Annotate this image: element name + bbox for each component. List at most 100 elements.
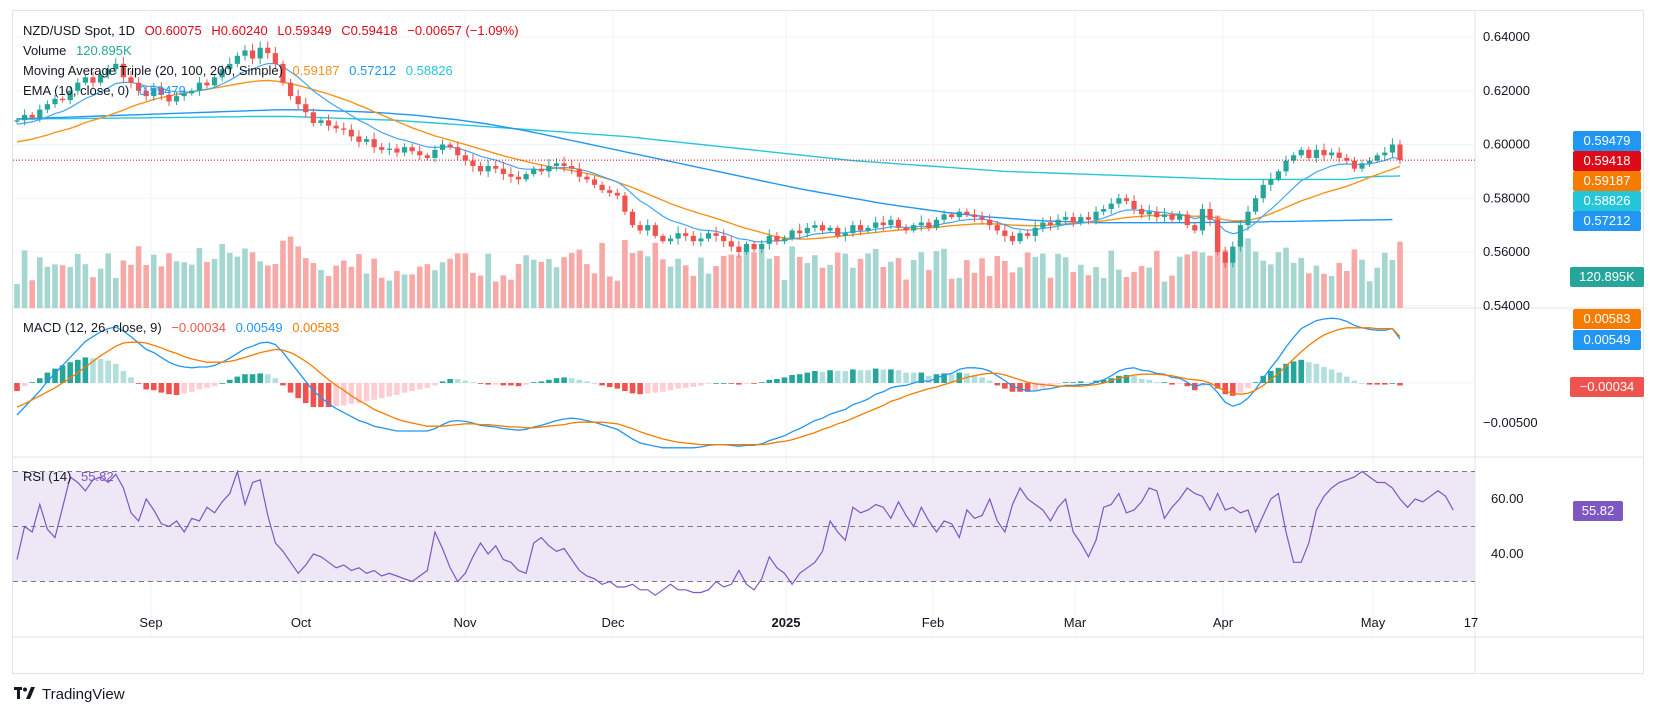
volume-bar [1275, 252, 1282, 308]
macd-histogram-bar [181, 383, 187, 394]
macd-histogram-bar [1374, 383, 1381, 385]
candle-body [538, 168, 544, 172]
macd-histogram-bar [1306, 362, 1312, 383]
candle-body [546, 166, 552, 172]
volume-bar [857, 258, 864, 308]
candle-body [645, 225, 651, 231]
macd-histogram-bar [675, 383, 681, 389]
rsi-label: RSI (14) [23, 469, 72, 484]
macd-histogram-bar [705, 383, 712, 384]
macd-histogram-bar [1389, 383, 1396, 384]
tradingview-footer[interactable]: TradingView [14, 686, 125, 703]
macd-histogram-bar [530, 382, 537, 383]
macd-histogram-bar [1351, 380, 1358, 383]
candle-body [835, 227, 841, 236]
candle-body [219, 69, 225, 78]
volume-bar [690, 275, 697, 308]
macd-histogram-bar [318, 383, 324, 407]
macd-histogram-bar [1230, 383, 1236, 396]
volume-bar [470, 272, 476, 308]
macd-histogram-bar [508, 383, 514, 386]
high-value: H0.60240 [211, 23, 268, 38]
macd-histogram-bar [363, 383, 370, 402]
volume-bar [150, 254, 157, 308]
macd-value: 0.00549 [235, 320, 283, 335]
volume-bar [629, 253, 636, 308]
candle-body [1359, 163, 1365, 169]
volume-bar [819, 267, 826, 308]
macd-histogram-bar [857, 370, 864, 383]
volume-bar [1290, 262, 1297, 308]
time-axis-label: Sep [139, 615, 162, 630]
volume-bar [44, 266, 51, 308]
volume-bar [1237, 240, 1244, 308]
candle-body [37, 109, 43, 118]
candle-body [1123, 198, 1130, 201]
volume-bar [36, 257, 43, 308]
ma100-line [16, 109, 1393, 224]
candle-body [652, 225, 658, 236]
macd-histogram-bar [614, 383, 621, 389]
candle-body [1207, 209, 1213, 220]
volume-bar [667, 266, 674, 308]
volume-bar [21, 250, 28, 308]
candle-body [485, 166, 491, 172]
volume-bar [249, 252, 256, 308]
volume-bar [333, 265, 339, 308]
volume-bar [1123, 277, 1130, 308]
time-axis-label: Oct [291, 615, 312, 630]
candle-body [675, 233, 681, 239]
macd-histogram-bar [36, 378, 43, 383]
macd-histogram-bar [698, 383, 704, 386]
candle-body [363, 139, 370, 142]
volume-bar [424, 264, 431, 308]
macd-histogram-bar [865, 370, 871, 383]
candle-body [1055, 219, 1061, 226]
candle-body [827, 227, 833, 231]
macd-histogram-bar [926, 375, 932, 383]
volume-bar [416, 266, 423, 308]
time-axis-label: Nov [453, 615, 477, 630]
volume-bar [257, 261, 263, 308]
time-axis-label: May [1361, 615, 1386, 630]
rsi-axis-label: 60.00 [1491, 491, 1524, 506]
macd-histogram-bar [1245, 383, 1251, 388]
candle-body [933, 219, 940, 228]
macd-histogram-bar [736, 383, 742, 385]
macd-histogram-bar [29, 382, 35, 383]
macd-histogram-bar [325, 383, 332, 407]
volume-bar [1389, 260, 1396, 308]
macd-histogram-bar [454, 379, 461, 383]
macd-histogram-bar [667, 383, 674, 391]
close-price-tag: 0.59418 [1573, 151, 1641, 171]
chart-container[interactable]: 0.64000 0.62000 0.60000 0.58000 0.56000 0.540… [12, 10, 1644, 674]
candle-body [926, 222, 932, 228]
price-axis-label: 0.62000 [1483, 83, 1530, 98]
macd-histogram-bar [82, 357, 89, 383]
macd-histogram-bar [158, 383, 165, 393]
candle-body [1237, 225, 1244, 247]
macd-histogram-bar [910, 372, 917, 383]
candle-body [394, 148, 400, 153]
macd-histogram-bar [743, 383, 750, 384]
candle-body [1139, 209, 1145, 215]
macd-histogram-bar [432, 383, 438, 386]
volume-bar [1313, 265, 1320, 308]
macd-histogram-bar [97, 359, 104, 383]
macd-histogram-bar [652, 383, 659, 393]
macd-histogram-bar [971, 375, 978, 383]
macd-histogram-bar [211, 383, 218, 387]
chart-canvas[interactable]: 0.64000 0.62000 0.60000 0.58000 0.56000 0.540… [13, 11, 1643, 673]
macd-histogram-bar [1290, 361, 1297, 383]
candle-body [249, 50, 256, 59]
macd-signal-line [16, 327, 1401, 446]
macd-histogram-bar [264, 374, 271, 383]
macd-histogram-bar [105, 360, 111, 383]
macd-histogram-bar [956, 372, 963, 383]
macd-histogram-bar [1214, 383, 1221, 389]
volume-bar [1359, 259, 1365, 308]
macd-histogram-bar [1040, 383, 1046, 388]
volume-bar [1222, 250, 1229, 308]
volume-value: 120.895K [76, 43, 132, 58]
candle-body [1078, 217, 1084, 223]
